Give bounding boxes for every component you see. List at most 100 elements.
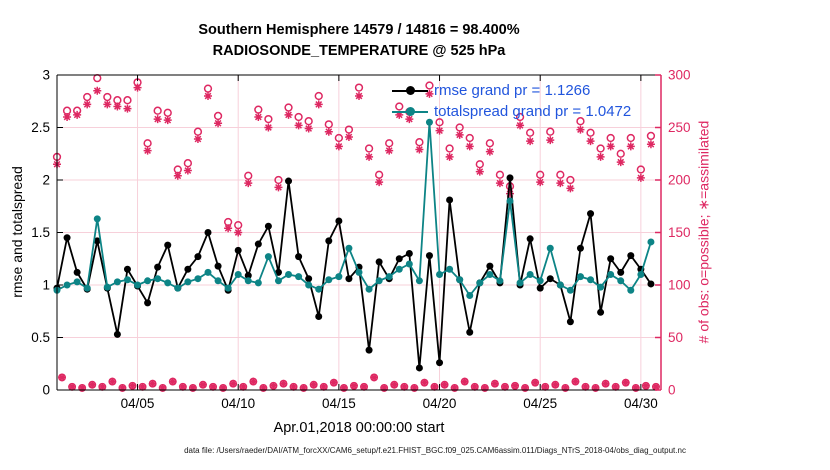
y-tick-label-right: 200: [668, 173, 691, 188]
assimilated-obs-marker: [646, 140, 655, 149]
possible-obs-marker: [385, 139, 394, 148]
possible-obs-marker: [264, 114, 273, 124]
assimilated-obs-marker: [224, 224, 233, 233]
assimilated-obs-marker: [536, 178, 545, 187]
possible-obs-marker: [576, 117, 585, 126]
totalspread-point: [587, 276, 595, 284]
offhour-obs-marker: [158, 384, 167, 392]
offhour-obs-marker: [148, 379, 157, 388]
offhour-obs-marker: [501, 383, 509, 391]
rmse-point: [415, 364, 423, 372]
offhour-obs-marker: [481, 384, 489, 392]
possible-obs-marker: [284, 103, 293, 112]
offhour-obs-marker: [189, 384, 197, 392]
offhour-obs-marker: [450, 384, 459, 392]
assimilated-obs-marker: [556, 179, 565, 188]
assimilated-obs-marker: [435, 126, 444, 135]
totalspread-point: [73, 278, 81, 286]
offhour-obs-marker: [642, 382, 650, 390]
rmse-point: [295, 253, 303, 261]
assimilated-obs-marker: [334, 142, 343, 151]
rmse-point: [375, 258, 383, 266]
totalspread-point: [204, 268, 212, 276]
possible-obs-marker: [566, 175, 575, 185]
totalspread-point: [174, 284, 182, 292]
rmse-point: [305, 275, 313, 283]
offhour-obs-marker: [370, 373, 378, 382]
assimilated-obs-marker: [626, 142, 635, 151]
totalspread-point: [144, 277, 152, 285]
rmse-point: [436, 359, 444, 367]
totalspread-point: [556, 281, 564, 289]
possible-obs-marker: [395, 102, 404, 111]
legend-label-totalspread: totalspread grand pr = 1.0472: [434, 103, 632, 120]
rmse-point: [164, 241, 172, 249]
totalspread-point: [63, 281, 71, 289]
x-tick-label: 04/10: [221, 396, 255, 411]
rmse-point: [395, 255, 403, 263]
assimilated-obs-marker: [395, 110, 404, 119]
assimilated-obs-marker: [485, 147, 494, 156]
totalspread-point: [365, 285, 373, 293]
y-tick-label-left: 0: [42, 383, 50, 398]
totalspread-point: [325, 276, 333, 284]
assimilated-obs-marker: [546, 136, 555, 145]
possible-obs-marker: [616, 149, 625, 158]
rmse-point: [576, 244, 584, 252]
totalspread-point: [234, 271, 242, 278]
data-file-caption: data file: /Users/raeder/DAI/ATM_forcXX/…: [184, 446, 686, 455]
totalspread-point: [526, 271, 534, 278]
possible-obs-marker: [586, 128, 595, 137]
rmse-point: [365, 346, 373, 354]
totalspread-point: [305, 281, 313, 289]
offhour-obs-marker: [118, 384, 127, 392]
rmse-line: [56, 177, 652, 369]
rmse-point: [526, 235, 534, 243]
assimilated-obs-marker: [133, 83, 142, 92]
rmse-point: [244, 272, 252, 280]
totalspread-point: [647, 238, 655, 246]
rmse-point: [486, 262, 494, 270]
offhour-obs-marker: [269, 382, 278, 390]
possible-obs-marker: [364, 144, 374, 153]
totalspread-point: [285, 271, 293, 278]
assimilated-obs-marker: [83, 100, 92, 109]
offhour-obs-marker: [410, 384, 419, 392]
totalspread-point: [576, 273, 584, 281]
totalspread-point: [446, 265, 454, 273]
y-tick-label-right: 300: [668, 68, 691, 83]
offhour-obs-marker: [400, 383, 409, 391]
rmse-point: [63, 234, 71, 242]
assimilated-obs-marker: [304, 124, 313, 133]
chart-title-line1: Southern Hemisphere 14579 / 14816 = 98.4…: [198, 22, 520, 38]
x-axis-label: Apr.01,2018 00:00:00 start: [273, 420, 445, 436]
assimilated-obs-marker: [113, 102, 122, 111]
assimilated-obs-marker: [495, 179, 504, 188]
rmse-point: [647, 280, 655, 288]
rmse-point: [325, 237, 333, 245]
assimilated-obs-marker: [455, 130, 464, 139]
offhour-obs-marker: [440, 380, 449, 389]
rmse-point: [405, 250, 413, 257]
offhour-obs-marker: [551, 380, 560, 389]
possible-obs-marker: [103, 92, 112, 102]
possible-obs-marker: [374, 170, 384, 179]
x-tick-label: 04/25: [523, 396, 557, 411]
totalspread-point: [113, 278, 121, 286]
totalspread-point: [224, 284, 232, 292]
y-tick-label-left: 1.5: [31, 225, 50, 240]
offhour-obs-marker: [229, 379, 237, 388]
offhour-obs-marker: [541, 383, 550, 391]
totalspread-point: [254, 279, 262, 287]
rmse-point: [214, 262, 222, 270]
y-axis-label-right: # of obs: o=possible; ∗=assimilated: [695, 120, 712, 344]
assimilated-obs-marker: [204, 92, 212, 100]
totalspread-point: [566, 286, 574, 294]
rmse-point: [566, 318, 574, 326]
chart-title-line2: RADIOSONDE_TEMPERATURE @ 525 hPa: [212, 43, 506, 59]
rmse-point: [587, 210, 595, 218]
assimilated-obs-marker: [324, 127, 333, 136]
offhour-obs-marker: [289, 383, 298, 391]
